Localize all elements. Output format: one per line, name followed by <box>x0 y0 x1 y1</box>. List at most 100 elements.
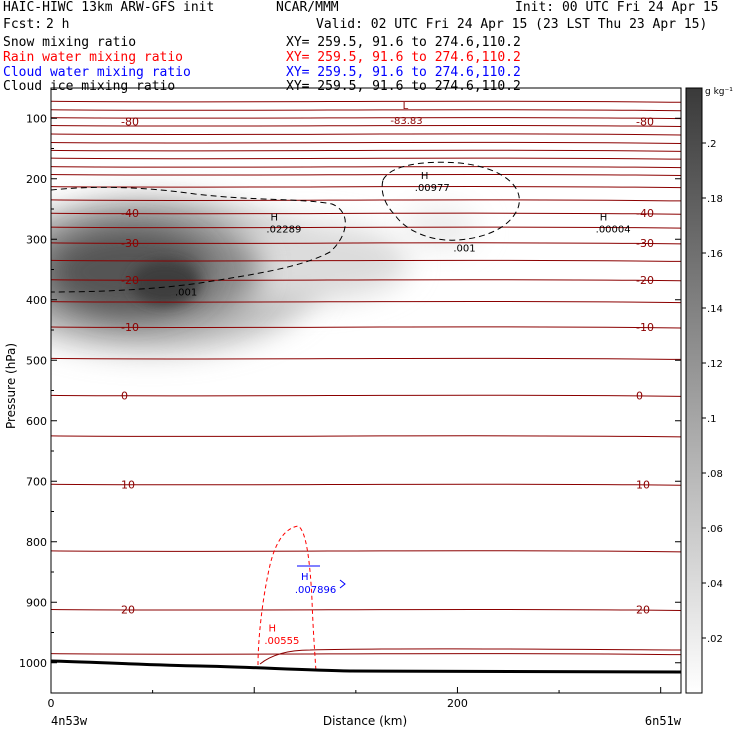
colorbar-tick-label: .02 <box>707 634 723 645</box>
isotherm-label: 10 <box>121 478 135 491</box>
rain-water-contour <box>257 525 317 673</box>
contour-annotation: H <box>268 624 276 635</box>
isotherm-label: 10 <box>636 478 650 491</box>
rain-water-contour-bottom <box>259 648 681 665</box>
y-tick-label: 800 <box>26 536 47 549</box>
isotherm-line <box>51 173 681 177</box>
isotherm-line <box>51 124 681 128</box>
temperature-contours <box>51 100 681 656</box>
isotherm-line <box>51 259 681 262</box>
contour-annotation: .001 <box>453 244 475 255</box>
contour-annotation: -83.83 <box>390 116 422 127</box>
colorbar-tick-label: .06 <box>707 524 723 535</box>
colorbar-tick-label: .14 <box>707 304 723 315</box>
x-axis-label: Distance (km) <box>323 714 407 728</box>
y-tick-label: 300 <box>26 233 47 246</box>
contour-annotation: H <box>301 572 309 583</box>
x-tick-label: 0 <box>48 697 55 710</box>
colorbar-ticks: .02 .04 .06 .08 .1 .12 .14 .16 .18 .2 <box>702 139 723 645</box>
isotherm-line <box>51 116 681 120</box>
header-center: NCAR/MMM <box>276 0 339 15</box>
contour-annotation: .02289 <box>266 224 301 235</box>
isotherm-line <box>51 483 681 486</box>
hydrometeor-contours <box>51 161 681 674</box>
isotherm-line <box>51 394 681 397</box>
isotherm-label: 0 <box>636 389 643 402</box>
field-name-cloud-ice: Cloud ice mixing ratio <box>3 79 176 94</box>
x-endpoint-left: 4n53w <box>51 714 88 728</box>
y-tick-label: 1000 <box>19 657 47 670</box>
isotherm-line <box>51 300 681 304</box>
field-xy-snow: XY= 259.5, 91.6 to 274.6,110.2 <box>286 35 521 50</box>
y-tick-label: 100 <box>26 112 47 125</box>
header-model: HAIC-HIWC 13km ARW-GFS init <box>3 0 215 15</box>
contour-annotation: H <box>600 212 608 223</box>
isotherm-line <box>51 149 681 152</box>
isotherm-label: -80 <box>121 115 139 128</box>
cloud-ice-contour-left <box>51 186 346 293</box>
isotherm-line <box>51 157 681 160</box>
header-init: Init: 00 UTC Fri 24 Apr 15 <box>515 0 719 15</box>
isotherm-line <box>51 242 681 245</box>
contour-annotations: L-83.83H.02289H.00977.001.001H.00004H.00… <box>175 101 631 647</box>
isotherm-line <box>51 653 681 656</box>
contour-annotation: H <box>421 171 429 182</box>
colorbar-tick-label: .1 <box>707 414 717 425</box>
isotherm-line <box>51 199 681 202</box>
y-axis-label: Pressure (hPa) <box>4 343 18 429</box>
colorbar-tick-label: .16 <box>707 249 723 260</box>
contour-annotation: .001 <box>175 287 197 298</box>
header-fcst-value: 2 h <box>46 17 70 32</box>
temperature-contour-labels: -80 -80 -40 -40 -30 -30 -20 -20 -10 -10 0 0 10 10 20 20 <box>121 115 654 617</box>
isotherm-label: -40 <box>636 207 654 220</box>
isotherm-label: -10 <box>636 321 654 334</box>
y-tick-label: 400 <box>26 294 47 307</box>
contour-annotation: .00004 <box>596 224 631 235</box>
field-name-rain: Rain water mixing ratio <box>3 50 184 65</box>
field-xy-cloud-water: XY= 259.5, 91.6 to 274.6,110.2 <box>286 65 521 80</box>
colorbar-tick-label: .12 <box>707 359 723 370</box>
y-tick-label: 900 <box>26 596 47 609</box>
y-tick-label: 500 <box>26 354 47 367</box>
isotherm-label: -10 <box>121 321 139 334</box>
isotherm-line <box>51 109 681 112</box>
isotherm-label: -80 <box>636 115 654 128</box>
x-endpoint-right: 6n51w <box>645 714 682 728</box>
isotherm-line <box>51 357 681 360</box>
plot-frame <box>50 87 682 694</box>
colorbar-unit: g kg⁻¹ <box>705 87 733 97</box>
isotherm-line <box>51 185 681 189</box>
isotherm-label: 20 <box>636 604 650 617</box>
colorbar-tick-label: .2 <box>707 139 717 150</box>
contour-annotation: L <box>403 101 409 112</box>
isotherm-line <box>51 550 681 553</box>
colorbar-tick-label: .04 <box>707 579 723 590</box>
isotherm-line <box>51 165 681 169</box>
contour-annotation: .00555 <box>264 636 299 647</box>
isotherm-line <box>51 226 681 229</box>
x-tick-label: 200 <box>447 697 468 710</box>
y-tick-label: 600 <box>26 415 47 428</box>
isotherm-line <box>51 212 681 215</box>
header-valid: Valid: 02 UTC Fri 24 Apr 15 (23 LST Thu … <box>316 17 708 32</box>
field-name-cloud-water: Cloud water mixing ratio <box>3 65 191 80</box>
isotherm-line <box>51 279 681 282</box>
contour-annotation: .007896 <box>295 585 336 596</box>
isotherm-label: 20 <box>121 604 135 617</box>
isotherm-label: -30 <box>121 237 139 250</box>
isotherm-label: 0 <box>121 389 128 402</box>
isotherm-label: -40 <box>121 207 139 220</box>
contour-annotation: H <box>270 212 278 223</box>
colorbar <box>685 87 703 694</box>
y-tick-label: 200 <box>26 173 47 186</box>
colorbar-tick-label: .18 <box>707 194 723 205</box>
y-tick-label: 700 <box>26 475 47 488</box>
snow-mixing-ratio-shading <box>51 197 478 353</box>
field-name-snow: Snow mixing ratio <box>3 35 137 50</box>
isotherm-label: -20 <box>121 274 139 287</box>
header-fcst-label: Fcst: <box>3 17 43 32</box>
colorbar-tick-label: .08 <box>707 469 723 480</box>
isotherm-line <box>51 100 681 103</box>
